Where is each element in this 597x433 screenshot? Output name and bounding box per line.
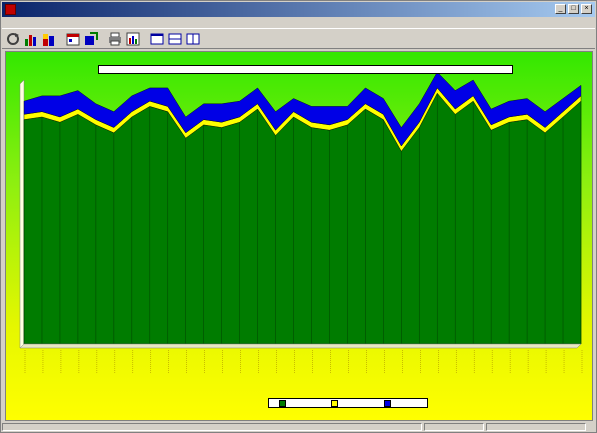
legend-label-green (288, 401, 312, 406)
chart-panel (5, 51, 593, 421)
app-icon[interactable] (5, 4, 16, 15)
legend-swatch-yellow (331, 399, 339, 407)
layout-split-horizontal-icon[interactable] (167, 31, 183, 47)
legend-swatch-blue (384, 399, 392, 407)
menu-bar (2, 18, 595, 27)
status-right (486, 423, 586, 431)
stacked-chart-icon[interactable] (41, 31, 57, 47)
chart-floor (19, 343, 582, 349)
legend-item-yellow (331, 399, 364, 407)
chart-legend (268, 398, 428, 408)
legend-label-blue (393, 401, 417, 406)
calendar-icon[interactable] (65, 31, 81, 47)
status-left (2, 423, 422, 431)
layout-split-vertical-icon[interactable] (185, 31, 201, 47)
bar-chart-icon[interactable] (23, 31, 39, 47)
print-icon[interactable] (107, 31, 123, 47)
refresh-icon[interactable] (5, 31, 21, 47)
status-bar (2, 423, 595, 432)
chart-title (98, 65, 513, 74)
legend-label-yellow (340, 401, 364, 406)
title-bar[interactable]: _ □ × (2, 2, 595, 17)
legend-item-green (278, 399, 312, 407)
status-middle (424, 423, 484, 431)
series-area-2 (23, 71, 582, 147)
chart-settings-icon[interactable] (125, 31, 141, 47)
export-icon[interactable] (83, 31, 99, 47)
chart-depth-wall (19, 79, 25, 349)
legend-item-blue (384, 399, 417, 407)
layout-full-icon[interactable] (149, 31, 165, 47)
toolbar (2, 28, 595, 49)
series-area-0 (23, 92, 582, 345)
legend-swatch-green (278, 399, 286, 407)
close-button[interactable]: × (581, 4, 592, 14)
maximize-button[interactable]: □ (568, 4, 579, 14)
stacked-area-chart (19, 71, 583, 374)
minimize-button[interactable]: _ (555, 4, 566, 14)
